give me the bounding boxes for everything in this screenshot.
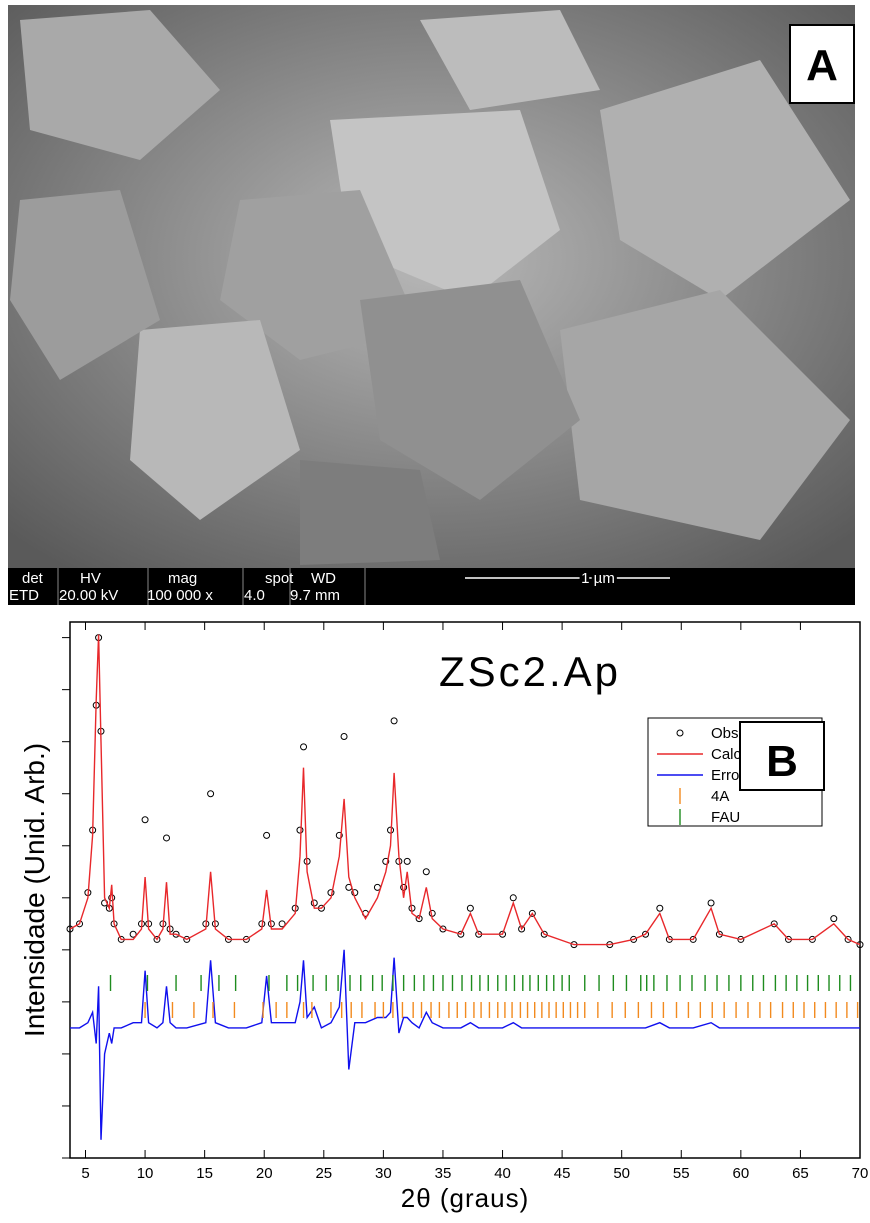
y-axis-label: Intensidade (Unid. Arb.) — [19, 743, 50, 1037]
x-tick-label: 50 — [613, 1165, 630, 1182]
legend-label: 4A — [711, 788, 729, 805]
x-tick-label: 55 — [673, 1165, 690, 1182]
x-tick-label: 30 — [375, 1165, 392, 1182]
x-tick-label: 45 — [554, 1165, 571, 1182]
scale-bar-label: 1 µm — [581, 570, 615, 587]
obs-point — [657, 905, 663, 911]
info-header: HV — [80, 570, 101, 587]
x-tick-label: 5 — [81, 1165, 89, 1182]
obs-point — [341, 733, 347, 739]
x-tick-label: 25 — [315, 1165, 332, 1182]
sem-image — [8, 5, 855, 568]
x-tick-label: 60 — [733, 1165, 750, 1182]
chart-title: ZSc2.Ap — [439, 648, 621, 695]
info-value: 100 000 x — [147, 587, 213, 604]
obs-point — [391, 718, 397, 724]
x-tick-label: 70 — [852, 1165, 869, 1182]
obs-point — [423, 869, 429, 875]
page: {"image": {"label": "A", "info_bar": {"h… — [0, 0, 870, 1218]
obs-point — [831, 916, 837, 922]
obs-point — [404, 858, 410, 864]
legend-label: Erro — [711, 767, 739, 784]
legend-label: Obs — [711, 725, 739, 742]
panel-label: B — [766, 737, 798, 786]
obs-point — [708, 900, 714, 906]
x-tick-label: 65 — [792, 1165, 809, 1182]
info-value: 4.0 — [244, 587, 265, 604]
x-tick-label: 10 — [137, 1165, 154, 1182]
obs-point — [297, 827, 303, 833]
obs-point — [467, 905, 473, 911]
info-value: 9.7 mm — [290, 587, 340, 604]
panel-label: A — [806, 41, 838, 90]
info-value: 20.00 kV — [59, 587, 118, 604]
x-tick-label: 35 — [435, 1165, 452, 1182]
info-header: det — [22, 570, 44, 587]
obs-point — [264, 832, 270, 838]
info-header: WD — [311, 570, 336, 587]
info-header: spot — [265, 570, 294, 587]
plot-frame — [70, 622, 860, 1158]
x-tick-label: 40 — [494, 1165, 511, 1182]
obs-point — [164, 835, 170, 841]
figure: detETD HV20.00 kV mag100 000 x spot4.0 WD9.7… — [0, 0, 870, 1218]
obs-point — [142, 817, 148, 823]
info-value: ETD — [9, 587, 39, 604]
legend-label: FAU — [711, 809, 740, 826]
info-bar — [8, 568, 855, 605]
x-tick-label: 20 — [256, 1165, 273, 1182]
obs-point — [510, 895, 516, 901]
plot-area: 5 10 15 20 25 30 35 40 45 50 55 60 65 70 — [62, 622, 868, 1182]
obs-point — [208, 791, 214, 797]
x-axis-label: 2θ (graus) — [401, 1183, 530, 1213]
legend-label: Calc — [711, 746, 742, 763]
info-header: mag — [168, 570, 197, 587]
obs-point — [301, 744, 307, 750]
x-tick-label: 15 — [196, 1165, 213, 1182]
